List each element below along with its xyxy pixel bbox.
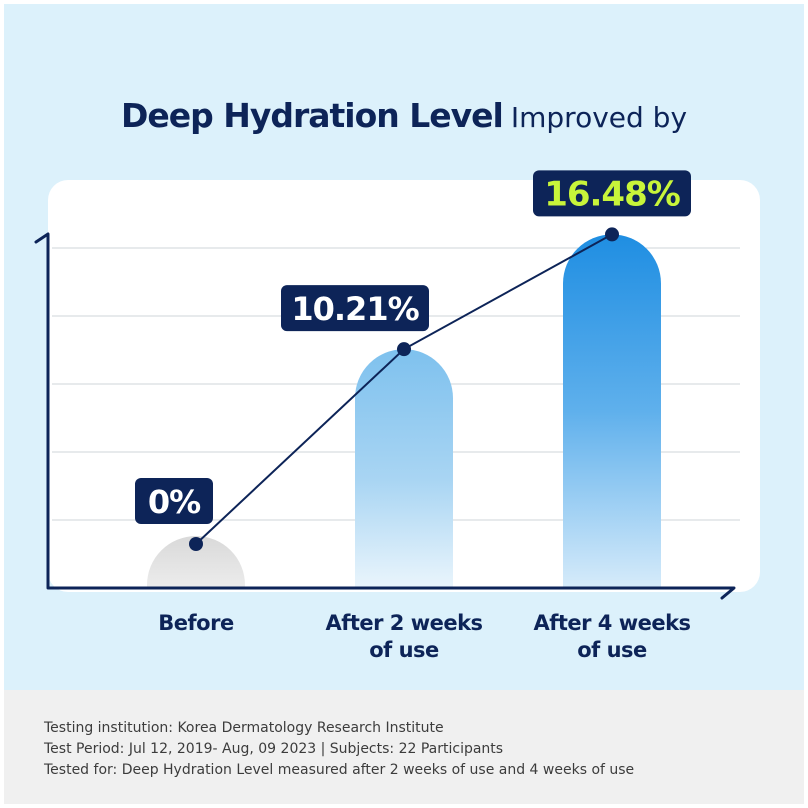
bar-after-4-weeks (563, 234, 661, 589)
value-label-box (533, 170, 691, 217)
category-label-line: of use (369, 638, 439, 662)
bar-before (147, 536, 245, 588)
category-label-line: After 4 weeks (533, 611, 691, 635)
trend-point (605, 227, 619, 242)
bar-after-2-weeks (355, 349, 453, 588)
category-label: Before (96, 610, 296, 637)
footer-period: Test Period: Jul 12, 2019- Aug, 09 2023 … (44, 741, 504, 757)
category-label: After 2 weeks of use (304, 610, 504, 664)
axis-line (34, 232, 736, 600)
value-label-box (135, 478, 213, 524)
infographic: Deep Hydration Level Improved by 0% 10.21%… (4, 4, 804, 804)
value-label: 10.21% (291, 290, 419, 328)
trend-point (397, 342, 411, 357)
category-label-line: After 2 weeks (325, 611, 483, 635)
footer-institution: Testing institution: Korea Dermatology R… (44, 720, 444, 736)
bar-chart: 0% 10.21% 16.48% (34, 170, 740, 600)
trend-point (189, 537, 203, 551)
value-label-box (281, 285, 429, 332)
footer-tested-for: Tested for: Deep Hydration Level measure… (44, 762, 635, 778)
value-label: 0% (148, 483, 201, 521)
chart-title-light: Improved by (510, 101, 688, 134)
value-label: 16.48% (544, 174, 680, 214)
category-label-line: of use (577, 638, 647, 662)
category-label: After 4 weeks of use (512, 610, 712, 664)
category-label-line: Before (158, 611, 234, 635)
footer: Testing institution: Korea Dermatology R… (4, 690, 804, 804)
chart-title-bold: Deep Hydration Level (120, 96, 504, 135)
chart-title: Deep Hydration Level Improved by (4, 96, 804, 135)
